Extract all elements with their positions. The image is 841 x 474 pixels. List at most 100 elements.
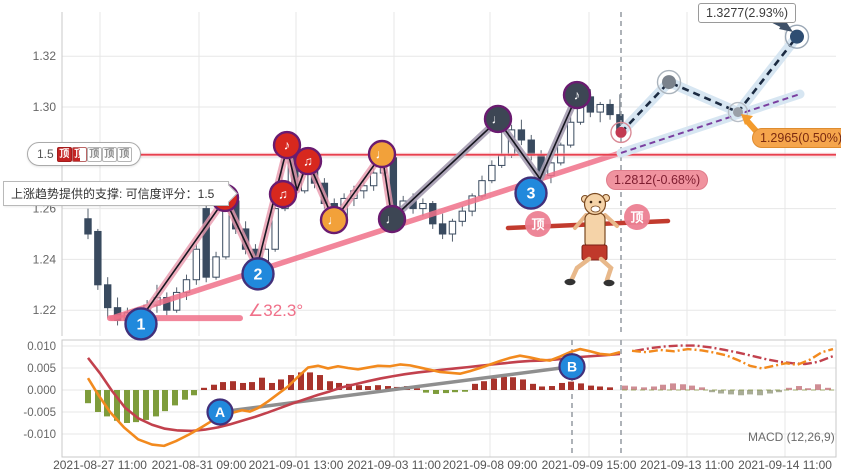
- candle[interactable]: [84, 218, 92, 235]
- macd-hist-bar-forecast: [786, 387, 792, 390]
- top-pattern-badge[interactable]: 顶: [525, 211, 551, 237]
- macd-hist-bar: [375, 385, 381, 390]
- music-note-marker[interactable]: ♫: [293, 146, 323, 176]
- macd-hist-bar: [510, 377, 516, 390]
- macd-hist-bar: [143, 390, 149, 420]
- wave-marker-3[interactable]: 3: [514, 176, 548, 210]
- macd-hist-bar: [191, 390, 197, 396]
- candle[interactable]: [596, 103, 604, 113]
- music-note-marker[interactable]: ♫: [268, 179, 298, 209]
- confidence-stamps: 顶顶顶顶顶: [56, 146, 132, 162]
- music-note-marker[interactable]: ♩: [483, 104, 513, 134]
- macd-hist-bar: [452, 390, 458, 393]
- candle[interactable]: [212, 256, 220, 278]
- candle[interactable]: [172, 291, 181, 311]
- macd-hist-bar: [114, 390, 120, 421]
- svg-text:♫: ♫: [303, 154, 313, 169]
- music-note-marker[interactable]: ♩: [367, 139, 397, 169]
- forecast-point[interactable]: [615, 126, 627, 138]
- confidence-score-value: 1.5: [37, 147, 54, 161]
- svg-text:-0.010: -0.010: [23, 429, 56, 441]
- music-note-marker[interactable]: ♪: [272, 130, 302, 160]
- macd-hist-bar-forecast: [622, 385, 628, 390]
- top-pattern-badge[interactable]: 顶: [624, 204, 650, 230]
- dea-line: [86, 352, 621, 433]
- forecast-point[interactable]: [790, 29, 804, 44]
- music-note-marker[interactable]: ♩: [377, 204, 407, 234]
- candle[interactable]: [419, 203, 427, 210]
- forecast-point[interactable]: [733, 107, 743, 118]
- svg-text:2: 2: [254, 266, 263, 283]
- macd-hist-bar: [365, 386, 371, 390]
- candle[interactable]: [104, 284, 112, 309]
- svg-text:1.24: 1.24: [33, 252, 57, 266]
- confidence-stamp: 顶: [56, 147, 72, 162]
- candle[interactable]: [458, 210, 467, 222]
- candle[interactable]: [202, 208, 210, 278]
- confidence-stamp: 顶: [71, 147, 87, 162]
- macd-hist-bar: [462, 390, 468, 392]
- macd-hist-bar: [104, 390, 110, 417]
- candle[interactable]: [448, 220, 457, 235]
- candle[interactable]: [438, 223, 447, 235]
- macd-hist-bar: [172, 390, 178, 406]
- candle[interactable]: [478, 180, 486, 197]
- price-label-forecast-mid[interactable]: 1.2965(0.50%): [752, 128, 841, 148]
- macd-hist-bar: [443, 390, 449, 394]
- svg-text:♪: ♪: [574, 88, 581, 103]
- svg-text:A: A: [215, 404, 225, 420]
- confidence-score-badge[interactable]: 1.5 顶顶顶顶顶: [27, 142, 141, 166]
- confidence-stamp: 顶: [116, 147, 132, 162]
- macd-hist-bar-forecast: [718, 390, 724, 394]
- svg-text:1.22: 1.22: [33, 303, 57, 317]
- macd-hist-bar-forecast: [689, 385, 695, 390]
- macd-hist-bar: [95, 390, 101, 412]
- confidence-stamp: 顶: [101, 147, 117, 162]
- macd-hist-bar: [501, 376, 507, 390]
- x-axis-label: 2021-08-27 11:00: [53, 458, 147, 472]
- wave-marker-1[interactable]: 1: [124, 307, 158, 341]
- music-note-marker[interactable]: ♪: [562, 80, 592, 110]
- macd-marker-B[interactable]: B: [558, 353, 586, 381]
- macd-hist-bar: [568, 381, 574, 390]
- macd-layer: [85, 344, 836, 448]
- macd-hist-bar: [278, 379, 284, 390]
- candle[interactable]: [606, 103, 614, 116]
- axis-labels: 1.321.301.281.261.241.220.0100.0050.000-…: [23, 49, 832, 472]
- macd-hist-bar: [520, 379, 526, 390]
- macd-hist-bar: [230, 381, 236, 390]
- svg-text:-0.005: -0.005: [23, 407, 56, 419]
- svg-text:1.32: 1.32: [33, 49, 57, 63]
- candle[interactable]: [498, 154, 506, 166]
- candle[interactable]: [566, 121, 575, 146]
- macd-hist-bar: [530, 383, 536, 390]
- monkey-shorts: [581, 244, 608, 261]
- macd-marker-A[interactable]: A: [206, 398, 234, 426]
- candle[interactable]: [94, 230, 102, 286]
- candle[interactable]: [369, 172, 378, 187]
- price-label-forecast-high[interactable]: 1.3277(2.93%): [698, 3, 797, 23]
- wave-marker-2[interactable]: 2: [241, 257, 275, 291]
- price-label-support[interactable]: 1.2812(-0.68%): [606, 170, 709, 190]
- macd-hist-bar: [162, 390, 168, 412]
- macd-hist-bar: [124, 390, 130, 423]
- music-note-marker[interactable]: ♩: [319, 205, 349, 235]
- macd-hist-bar: [133, 390, 139, 423]
- macd-hist-bar-forecast: [776, 390, 782, 393]
- macd-hist-bar-forecast: [709, 390, 715, 393]
- candle[interactable]: [192, 248, 201, 281]
- candle[interactable]: [517, 129, 526, 141]
- macd-hist-bar: [423, 390, 429, 393]
- macd-hist-bar-forecast: [651, 386, 657, 390]
- price-label-forecast-high-text: 1.3277(2.93%): [706, 6, 789, 20]
- svg-text:0.005: 0.005: [27, 363, 56, 375]
- macd-hist-bar: [307, 372, 313, 390]
- forecast-point[interactable]: [662, 75, 676, 90]
- macd-hist-bar: [491, 378, 497, 390]
- macd-hist-bar: [327, 381, 333, 390]
- macd-hist-bar: [559, 382, 565, 390]
- macd-hist-bar: [472, 383, 478, 390]
- dea-line-forecast: [634, 344, 834, 366]
- candle[interactable]: [488, 164, 496, 182]
